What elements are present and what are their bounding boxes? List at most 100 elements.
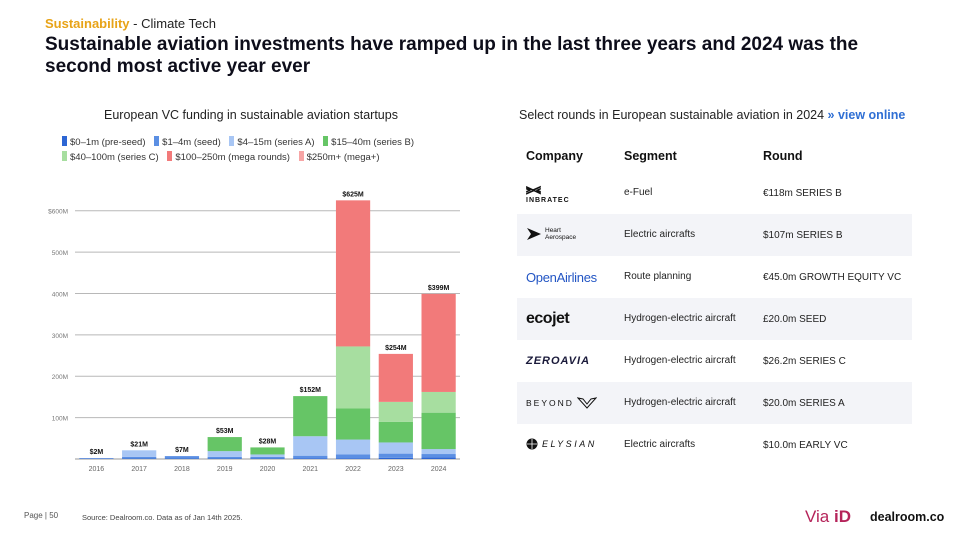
- table-row: ZEROAVIA Hydrogen-electric aircraft $26.…: [517, 340, 912, 382]
- company-cell: ELYSIAN: [517, 438, 624, 453]
- segment-cell: Hydrogen-electric aircraft: [624, 313, 736, 324]
- x-tick-label: 2024: [431, 466, 447, 473]
- legend-item-pre-seed: $0–1m (pre-seed): [62, 135, 146, 150]
- bar-segment: [421, 457, 456, 459]
- x-tick-label: 2022: [345, 466, 361, 473]
- elysian-globe-icon: [526, 438, 538, 449]
- legend-label: $15–40m (series B): [331, 137, 415, 148]
- legend-item-mega-rounds: $100–250m (mega rounds): [167, 150, 290, 165]
- bar-segment: [335, 408, 371, 440]
- legend-label: $4–15m (series A): [237, 137, 315, 148]
- bar-total-label: $7M: [175, 447, 189, 454]
- y-tick-label: 200M: [52, 374, 68, 381]
- legend-swatch: [154, 136, 160, 146]
- company-cell: Heart Aerospace: [517, 227, 624, 244]
- x-tick-label: 2023: [388, 466, 404, 473]
- legend-item-series-a: $4–15m (series A): [229, 135, 315, 150]
- round-cell: $107m SERIES B: [763, 229, 843, 241]
- bar-total-label: $254M: [385, 345, 407, 352]
- col-header-segment: Segment: [624, 149, 677, 163]
- bar-total-label: $21M: [130, 441, 148, 448]
- bar-segment: [250, 454, 285, 457]
- chart-legend: $0–1m (pre-seed) $1–4m (seed) $4–15m (se…: [62, 135, 452, 165]
- table-row: ⪢⪡ INBRATEC e-Fuel €118m SERIES B: [517, 172, 912, 214]
- view-online-link[interactable]: » view online: [824, 108, 906, 122]
- company-cell: ecojet: [517, 310, 624, 328]
- legend-swatch: [298, 151, 304, 161]
- chart-title: European VC funding in sustainable aviat…: [104, 108, 398, 122]
- x-tick-label: 2020: [260, 466, 276, 473]
- x-tick-label: 2016: [89, 466, 105, 473]
- x-tick-label: 2021: [302, 466, 318, 473]
- dealroom-logo: dealroom.co: [870, 510, 945, 524]
- company-cell: BEYOND: [517, 397, 624, 409]
- x-tick-label: 2019: [217, 466, 233, 473]
- bar-segment: [335, 346, 371, 409]
- table-row: OpenAirlines Route planning €45.0m GROWT…: [517, 256, 912, 298]
- segment-cell: Hydrogen-electric aircraft: [624, 397, 736, 408]
- bar-segment: [335, 458, 371, 459]
- ecojet-logo: ecojet: [526, 310, 570, 327]
- heart-aerospace-logo: Heart Aerospace: [526, 227, 583, 241]
- bar-segment: [207, 456, 242, 459]
- table-row: BEYOND Hydrogen-electric aircraft $20.0m…: [517, 382, 912, 424]
- legend-item-series-c: $40–100m (series C): [62, 150, 159, 165]
- bar-total-label: $152M: [300, 387, 322, 394]
- bar-segment: [421, 454, 456, 458]
- inbratec-mark-icon: ⪢⪡: [526, 180, 541, 198]
- page-number: Page | 50: [24, 511, 59, 520]
- bar-segment: [122, 450, 157, 457]
- round-cell: €118m SERIES B: [763, 187, 842, 199]
- legend-label: $1–4m (seed): [162, 137, 221, 148]
- bar-segment: [250, 456, 285, 459]
- bar-segment: [293, 458, 328, 459]
- bar-segment: [421, 449, 456, 455]
- legend-label: $100–250m (mega rounds): [175, 152, 290, 163]
- round-cell: $26.2m SERIES C: [763, 355, 846, 367]
- bar-segment: [293, 436, 328, 456]
- beyond-wing-icon: [576, 397, 597, 409]
- bar-segment: [335, 439, 371, 455]
- company-cell: ⪢⪡ INBRATEC: [517, 180, 624, 204]
- table-row: Heart Aerospace Electric aircrafts $107m…: [517, 214, 912, 256]
- segment-cell: Hydrogen-electric aircraft: [624, 355, 736, 366]
- y-tick-label: 100M: [52, 416, 68, 423]
- rounds-table: Company Segment Round ⪢⪡ INBRATEC e-Fuel …: [517, 140, 912, 466]
- section-kicker: Sustainability - Climate Tech: [45, 16, 216, 31]
- company-cell: ZEROAVIA: [517, 355, 624, 367]
- y-tick-label: 400M: [52, 291, 68, 298]
- table-header-row: Company Segment Round: [517, 140, 912, 172]
- bar-total-label: $53M: [216, 428, 234, 435]
- col-header-round: Round: [763, 149, 803, 163]
- table-row: ecojet Hydrogen-electric aircraft £20.0m…: [517, 298, 912, 340]
- company-cell: OpenAirlines: [517, 270, 624, 285]
- bar-segment: [293, 396, 328, 437]
- bar-segment: [421, 412, 456, 450]
- legend-swatch: [62, 151, 67, 161]
- legend-label: $250m+ (mega+): [306, 152, 380, 163]
- bar-segment: [378, 421, 413, 443]
- legend-swatch: [62, 136, 67, 146]
- y-tick-label: 500M: [52, 250, 68, 257]
- bar-segment: [250, 447, 285, 455]
- segment-cell: Electric aircrafts: [624, 439, 696, 450]
- bar-total-label: $28M: [259, 438, 277, 445]
- legend-label: $40–100m (series C): [70, 152, 159, 163]
- source-note: Source: Dealroom.co. Data as of Jan 14th…: [82, 513, 243, 522]
- round-cell: €45.0m GROWTH EQUITY VC: [763, 271, 902, 283]
- bar-segment: [378, 353, 413, 402]
- segment-cell: e-Fuel: [624, 187, 653, 198]
- bar-segment: [421, 293, 456, 392]
- bar-segment: [207, 437, 242, 452]
- elysian-logo: ELYSIAN: [526, 438, 597, 450]
- bar-segment: [207, 451, 242, 457]
- legend-swatch: [167, 151, 173, 161]
- round-cell: £20.0m SEED: [763, 313, 827, 325]
- beyond-logo: BEYOND: [526, 397, 597, 409]
- table-title-text: Select rounds in European sustainable av…: [519, 108, 825, 122]
- segment-cell: Route planning: [624, 271, 692, 282]
- kicker-accent: Sustainability: [45, 16, 130, 31]
- company-name: BEYOND: [526, 398, 574, 408]
- bar-segment: [421, 391, 456, 413]
- table-row: ELYSIAN Electric aircrafts $10.0m EARLY …: [517, 424, 912, 466]
